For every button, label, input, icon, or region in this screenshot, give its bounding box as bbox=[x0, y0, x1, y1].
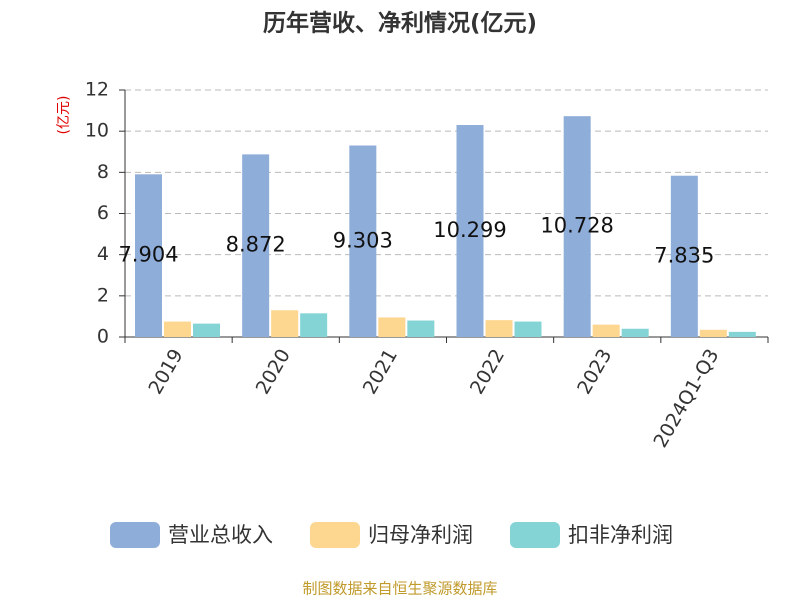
bar bbox=[193, 323, 220, 337]
chart-title: 历年营收、净利情况(亿元) bbox=[263, 10, 537, 37]
legend-label: 扣非净利润 bbox=[568, 523, 673, 547]
x-tick-label: 2022 bbox=[466, 345, 509, 398]
x-tick-label: 2019 bbox=[144, 345, 187, 398]
bar bbox=[242, 154, 270, 337]
bar bbox=[456, 125, 484, 337]
x-tick-label: 2024Q1-Q3 bbox=[649, 345, 723, 451]
bar bbox=[728, 331, 756, 337]
value-label: 8.872 bbox=[226, 233, 286, 257]
bar bbox=[621, 328, 649, 337]
bar bbox=[485, 320, 513, 337]
x-tick-label: 2021 bbox=[359, 345, 402, 398]
source-note: 制图数据来自恒生聚源数据库 bbox=[302, 580, 497, 598]
y-tick-label: 2 bbox=[97, 284, 109, 306]
legend-swatch bbox=[110, 522, 160, 548]
y-tick-label: 6 bbox=[97, 202, 109, 224]
legend-label: 归母净利润 bbox=[368, 523, 473, 547]
value-label: 10.728 bbox=[540, 214, 613, 238]
bar bbox=[514, 321, 542, 337]
value-label: 7.835 bbox=[654, 243, 714, 267]
bar bbox=[670, 175, 698, 337]
value-label: 10.299 bbox=[433, 218, 506, 242]
bar bbox=[271, 310, 299, 337]
value-label: 9.303 bbox=[333, 228, 393, 252]
legend-swatch bbox=[310, 522, 360, 548]
y-tick-label: 8 bbox=[97, 161, 109, 183]
bar bbox=[592, 324, 620, 337]
y-tick-label: 12 bbox=[85, 79, 109, 101]
y-tick-label: 4 bbox=[97, 243, 109, 265]
bar bbox=[378, 317, 406, 337]
bar bbox=[407, 320, 435, 337]
value-label: 7.904 bbox=[118, 243, 178, 267]
y-tick-label: 10 bbox=[85, 120, 109, 142]
bar bbox=[699, 329, 727, 337]
x-tick-label: 2020 bbox=[252, 345, 295, 398]
bar bbox=[300, 313, 328, 337]
legend-swatch bbox=[510, 522, 560, 548]
x-tick-label: 2023 bbox=[573, 345, 616, 398]
bar bbox=[135, 174, 162, 337]
bar bbox=[349, 145, 377, 337]
legend-label: 营业总收入 bbox=[168, 523, 273, 547]
y-tick-label: 0 bbox=[97, 326, 109, 348]
bar bbox=[164, 321, 191, 337]
bar bbox=[563, 116, 591, 337]
y-axis-label: (亿元) bbox=[56, 96, 72, 135]
